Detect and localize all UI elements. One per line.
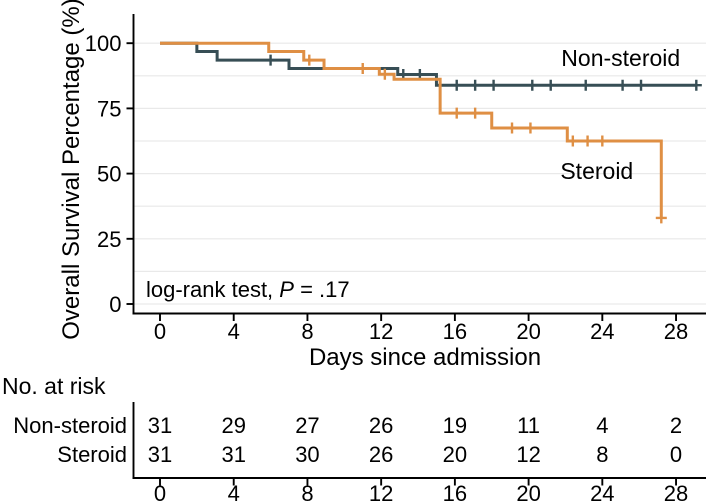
risk-value-non-steroid: 26 [369, 413, 393, 438]
risk-value-steroid: 26 [369, 442, 393, 467]
x-tick-label: 20 [516, 319, 540, 344]
risk-row-label-steroid: Steroid [57, 442, 127, 467]
risk-value-steroid: 12 [516, 442, 540, 467]
risk-table-title: No. at risk [2, 373, 106, 399]
x-tick-label: 12 [369, 319, 393, 344]
y-tick-label: 75 [97, 96, 121, 121]
risk-axis-tick-label: 4 [228, 481, 240, 504]
risk-value-steroid: 0 [670, 442, 682, 467]
logrank-text-suffix: = .17 [293, 277, 350, 302]
risk-value-non-steroid: 11 [517, 413, 540, 438]
risk-axis-tick-label: 28 [664, 481, 688, 504]
risk-axis-tick-label: 12 [369, 481, 393, 504]
risk-value-steroid: 30 [295, 442, 319, 467]
risk-value-non-steroid: 31 [148, 413, 172, 438]
curve-label-steroid: Steroid [560, 158, 633, 184]
risk-value-non-steroid: 19 [443, 413, 467, 438]
risk-value-non-steroid: 29 [221, 413, 245, 438]
risk-axis-tick-label: 24 [590, 481, 614, 504]
y-tick-label: 0 [109, 292, 121, 317]
risk-axis-tick-label: 8 [301, 481, 313, 504]
x-tick-label: 28 [664, 319, 688, 344]
curve-label-non-steroid: Non-steroid [561, 45, 680, 71]
risk-row-label-non-steroid: Non-steroid [13, 413, 127, 438]
censor-marks-non-steroid [265, 54, 702, 91]
logrank-annotation: log-rank test, P = .17 [146, 277, 350, 303]
km-curve-non-steroid [160, 41, 697, 87]
risk-axis-tick-label: 16 [443, 481, 467, 504]
risk-value-non-steroid: 4 [596, 413, 608, 438]
x-tick-label: 16 [443, 319, 467, 344]
x-tick-label: 8 [301, 319, 313, 344]
x-tick-label: 24 [590, 319, 614, 344]
logrank-text-prefix: log-rank test, [146, 277, 280, 302]
censor-marks-steroid [303, 54, 667, 224]
y-axis-title: Overall Survival Percentage (%) [58, 0, 85, 340]
risk-axis-tick-label: 20 [516, 481, 540, 504]
risk-value-non-steroid: 27 [295, 413, 319, 438]
logrank-p-symbol: P [279, 277, 294, 302]
y-tick-label: 50 [97, 162, 121, 187]
risk-value-steroid: 31 [148, 442, 172, 467]
km-curve-steroid [160, 41, 663, 218]
y-tick-label: 100 [85, 31, 122, 56]
x-axis-title: Days since admission [309, 344, 541, 371]
x-tick-label: 0 [154, 319, 166, 344]
y-tick-label: 25 [97, 227, 121, 252]
risk-value-steroid: 20 [443, 442, 467, 467]
risk-axis-tick-label: 0 [154, 481, 166, 504]
risk-value-steroid: 31 [221, 442, 245, 467]
x-tick-label: 4 [228, 319, 240, 344]
risk-value-steroid: 8 [596, 442, 608, 467]
risk-value-non-steroid: 2 [670, 413, 682, 438]
